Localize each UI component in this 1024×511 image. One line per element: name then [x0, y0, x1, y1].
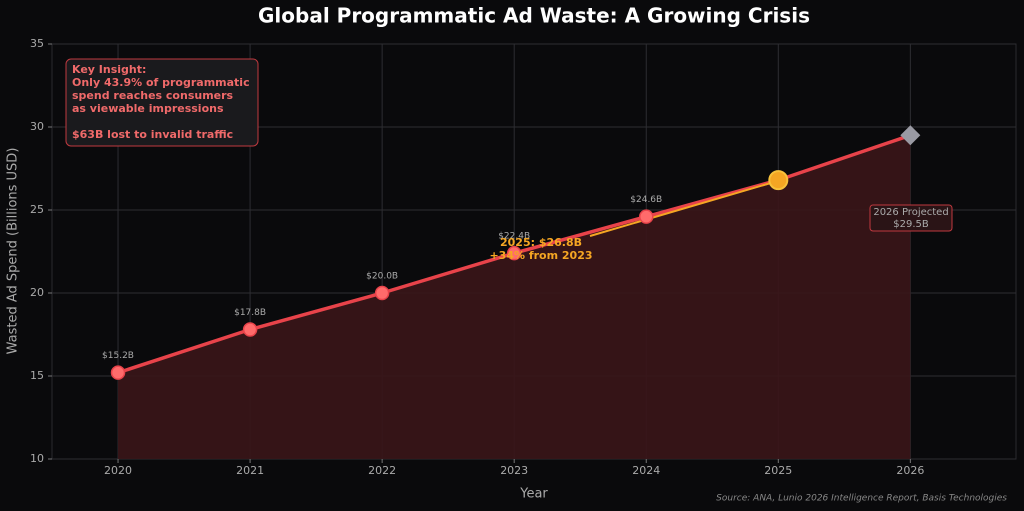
y-axis-label: Wasted Ad Spend (Billions USD) [6, 148, 21, 355]
point [242, 322, 258, 337]
data-label: $15.2B [102, 351, 134, 361]
point [638, 209, 654, 224]
insight-text: Only 43.9% of programmatic [72, 76, 250, 89]
y-tick-label: 10 [30, 452, 44, 465]
point [110, 365, 126, 380]
point [768, 170, 789, 191]
y-tick-label: 15 [30, 369, 44, 382]
x-tick-label: 2024 [632, 464, 660, 477]
data-label: $20.0B [366, 272, 398, 282]
insight-text: Key Insight: [72, 63, 146, 76]
source-note: Source: ANA, Lunio 2026 Intelligence Rep… [716, 494, 1007, 504]
annotation-text: +34% from 2023 [489, 249, 592, 262]
annotation-arrow [589, 182, 771, 237]
data-label: $17.8B [234, 308, 266, 318]
y-tick-label: 25 [30, 203, 44, 216]
area [118, 135, 911, 460]
point [374, 285, 390, 301]
chart-title: Global Programmatic Ad Waste: A Growing … [258, 4, 810, 28]
x-tick-label: 2023 [500, 464, 528, 477]
y-tick-label: 35 [30, 37, 44, 50]
annotation-text: 2025: $26.8B [500, 236, 582, 249]
y-tick-label: 30 [30, 120, 44, 133]
y-tick-label: 20 [30, 286, 44, 299]
data-label: $24.6B [630, 195, 662, 205]
projection-text: $29.5B [893, 219, 929, 230]
x-tick-label: 2020 [104, 464, 132, 477]
x-axis-label: Year [519, 487, 548, 502]
x-tick-label: 2022 [368, 464, 396, 477]
insight-text: spend reaches consumers [72, 89, 234, 102]
x-tick-label: 2021 [236, 464, 264, 477]
point [900, 125, 921, 146]
x-tick-label: 2025 [764, 464, 792, 477]
insight-text: as viewable impressions [72, 102, 224, 115]
projection-box [869, 204, 953, 232]
projection-text: 2026 Projected [873, 207, 948, 218]
x-tick-label: 2026 [896, 464, 924, 477]
insight-box [65, 58, 259, 147]
point [506, 245, 522, 261]
insight-footer: $63B lost to invalid traffic [72, 128, 233, 141]
data-label: $22.4B [498, 232, 530, 242]
